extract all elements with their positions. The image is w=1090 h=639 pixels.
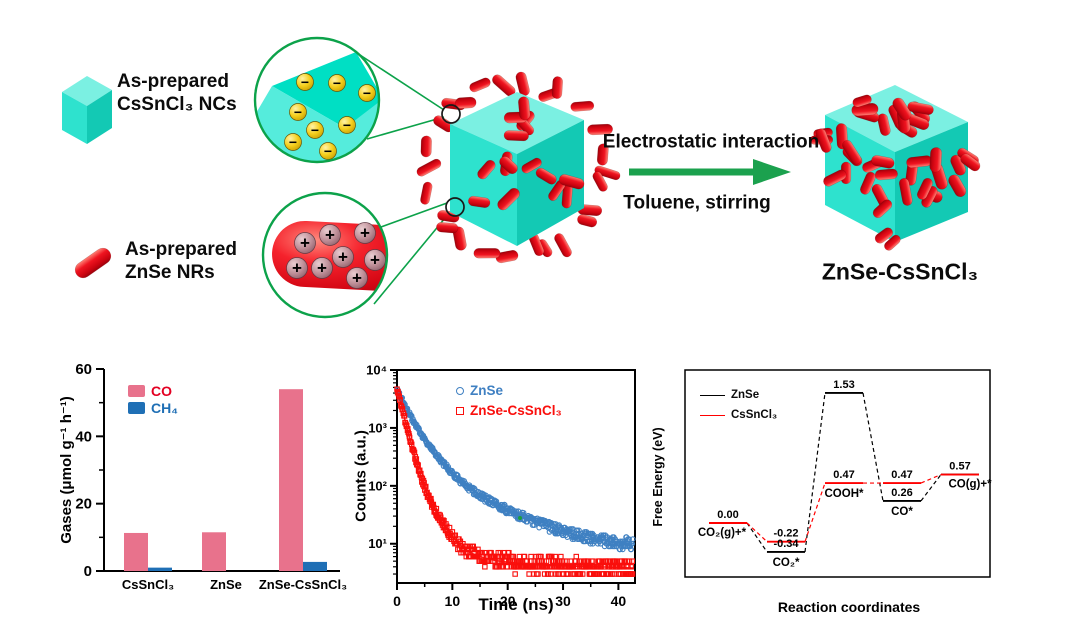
svg-text:1.53: 1.53 — [833, 379, 854, 391]
svg-text:0.57: 0.57 — [949, 461, 970, 473]
svg-text:0.26: 0.26 — [891, 487, 912, 499]
cssncl3-nc-label-line2: CsSnCl₃ NCs — [117, 94, 237, 115]
svg-text:20: 20 — [75, 496, 92, 513]
gas-legend-ch4: CH₄ — [128, 400, 178, 416]
gas-legend-co: CO — [128, 383, 172, 399]
znse-legend-label: ZnSe — [470, 383, 504, 398]
svg-text:−: − — [363, 85, 371, 101]
svg-text:+: + — [317, 259, 327, 278]
svg-text:CO₂(g)+*: CO₂(g)+* — [698, 527, 747, 539]
energy-ylabel: Free Energy (eV) — [651, 427, 665, 527]
svg-text:0.47: 0.47 — [833, 469, 854, 481]
svg-text:CO*: CO* — [891, 506, 913, 518]
ch4-swatch — [128, 402, 145, 414]
svg-text:+: + — [370, 251, 380, 270]
energy-legend-cssncl3: CsSnCl₃ — [700, 409, 777, 421]
co-swatch — [128, 385, 145, 397]
znse-cssncl3-marker-icon — [456, 406, 464, 415]
svg-text:10: 10 — [445, 593, 461, 609]
energy-legend-znse: ZnSe — [700, 389, 759, 401]
gas-ylabel: Gases (μmol g⁻¹ h⁻¹) — [58, 396, 75, 544]
svg-text:−: − — [324, 143, 332, 159]
svg-text:−: − — [311, 122, 319, 138]
ch4-label: CH₄ — [151, 400, 178, 416]
svg-text:−: − — [333, 75, 341, 91]
decay-chart-svg: 0 10 20 30 40 10¹ 10² 10³ 10⁴ — [366, 363, 636, 609]
svg-text:+: + — [360, 224, 370, 243]
decay-legend-znse: ZnSe — [456, 383, 503, 398]
svg-text:10³: 10³ — [368, 420, 387, 435]
svg-text:+: + — [300, 234, 310, 253]
svg-text:−: − — [289, 134, 297, 150]
svg-text:CsSnCl₃: CsSnCl₃ — [122, 577, 174, 592]
energy-cssncl3-label: CsSnCl₃ — [731, 409, 778, 421]
product-label: ZnSe-CsSnCl₃ — [821, 258, 979, 285]
svg-text:+: + — [352, 269, 362, 288]
znse-nr-label-line1: As-prepared — [125, 239, 237, 260]
svg-text:40: 40 — [611, 593, 627, 609]
svg-text:+: + — [292, 259, 302, 278]
svg-text:ZnSe: ZnSe — [210, 577, 242, 592]
co-label: CO — [151, 383, 172, 399]
znse-line-icon — [700, 394, 725, 396]
znse-nr-label: As-prepared ZnSe NRs — [125, 238, 237, 284]
svg-text:COOH*: COOH* — [825, 488, 865, 500]
scheme-graphic: − −−−− −−−+ + +++ + ++ — [62, 36, 981, 319]
svg-text:−: − — [294, 104, 302, 120]
arrow-top-label: Electrostatic interaction — [602, 131, 820, 153]
svg-text:10²: 10² — [368, 478, 387, 493]
svg-text:ZnSe-CsSnCl₃: ZnSe-CsSnCl₃ — [259, 577, 347, 592]
svg-text:60: 60 — [75, 361, 92, 378]
cssncl3-line-icon — [700, 414, 725, 416]
energy-chart-svg: 0.00 CO₂(g)+* -0.34-0.22 CO₂* 1.53 0.47 COOH* 0… — [684, 369, 992, 578]
svg-text:30: 30 — [555, 593, 571, 609]
cssncl3-nc-label: As-prepared CsSnCl₃ NCs — [117, 70, 237, 116]
svg-text:0: 0 — [84, 563, 92, 580]
svg-text:−: − — [343, 117, 351, 133]
svg-text:CO₂*: CO₂* — [773, 557, 800, 569]
svg-text:20: 20 — [500, 593, 516, 609]
gas-chart-svg: 0 20 40 60 CsSnCl₃ ZnSe ZnSe-CsSnCl₃ — [75, 361, 347, 592]
energy-znse-label: ZnSe — [731, 389, 760, 401]
svg-text:CO(g)+*: CO(g)+* — [948, 479, 992, 491]
svg-text:0.00: 0.00 — [717, 509, 738, 521]
svg-text:+: + — [325, 226, 335, 245]
znse-cssncl3-legend-label: ZnSe-CsSnCl₃ — [470, 403, 562, 418]
znse-nr-label-line2: ZnSe NRs — [125, 262, 215, 283]
svg-text:-0.34: -0.34 — [773, 538, 799, 550]
decay-ylabel: Counts (a.u.) — [352, 430, 370, 522]
svg-text:0: 0 — [393, 593, 401, 609]
znse-marker-icon — [456, 386, 464, 395]
decay-xlabel: Time (ns) — [478, 595, 554, 614]
svg-text:+: + — [338, 248, 348, 267]
svg-text:10⁴: 10⁴ — [366, 363, 387, 378]
cssncl3-nc-label-line1: As-prepared — [117, 71, 229, 92]
decay-legend-znse-cssncl3: ZnSe-CsSnCl₃ — [456, 403, 562, 418]
svg-text:−: − — [301, 74, 309, 90]
svg-text:10¹: 10¹ — [368, 536, 387, 551]
energy-xlabel: Reaction coordinates — [777, 599, 921, 615]
svg-text:-0.22: -0.22 — [773, 528, 798, 540]
svg-text:0.47: 0.47 — [891, 469, 912, 481]
arrow-bottom-label: Toluene, stirring — [623, 192, 771, 214]
svg-text:40: 40 — [75, 428, 92, 445]
